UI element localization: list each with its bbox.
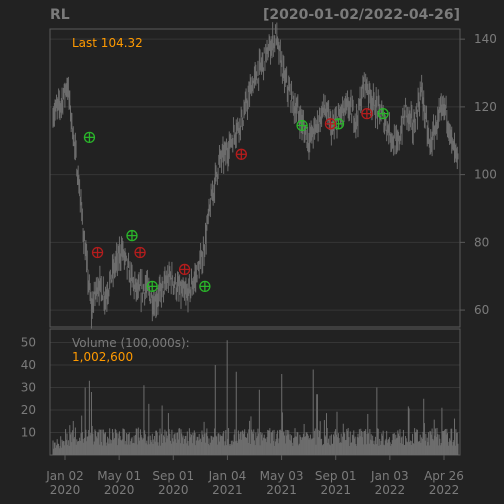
price-tick-label: 60 bbox=[474, 303, 489, 317]
x-tick-label: 2022 bbox=[375, 483, 406, 497]
price-tick-label: 80 bbox=[474, 235, 489, 249]
sell-signal-marker bbox=[91, 246, 104, 259]
price-candles bbox=[52, 22, 459, 329]
price-tick-label: 140 bbox=[474, 32, 497, 46]
buy-signal-marker bbox=[377, 108, 389, 120]
x-tick-label: Apr 26 bbox=[424, 469, 464, 483]
volume-label: Volume (100,000s): bbox=[72, 336, 190, 350]
price-panel-frame bbox=[49, 28, 461, 328]
x-tick-label: Jan 04 bbox=[208, 469, 247, 483]
x-tick-label: 2021 bbox=[212, 483, 243, 497]
x-tick-label: 2022 bbox=[429, 483, 460, 497]
buy-signal-marker bbox=[83, 131, 96, 144]
x-tick-label: 2020 bbox=[104, 483, 135, 497]
buy-signal-marker bbox=[199, 280, 211, 293]
price-tick-label: 100 bbox=[474, 168, 497, 182]
x-tick-label: 2021 bbox=[266, 483, 297, 497]
last-price-label: Last 104.32 bbox=[72, 36, 143, 50]
buy-signal-marker bbox=[146, 280, 158, 293]
volume-grid bbox=[50, 342, 460, 433]
sell-signal-marker bbox=[324, 118, 337, 130]
x-tick-label: May 03 bbox=[260, 469, 304, 483]
volume-tick-label: 40 bbox=[21, 358, 36, 372]
x-tick-label: Sep 01 bbox=[315, 469, 357, 483]
volume-tick-label: 50 bbox=[21, 336, 36, 350]
sell-signal-marker bbox=[361, 108, 373, 120]
sell-signal-marker bbox=[178, 263, 191, 276]
volume-tick-label: 10 bbox=[21, 426, 36, 440]
price-tick-label: 120 bbox=[474, 100, 497, 114]
x-tick-label: Sep 01 bbox=[152, 469, 194, 483]
sell-signal-marker bbox=[134, 246, 146, 259]
chart-symbol: RL bbox=[50, 7, 70, 23]
x-tick-label: Jan 03 bbox=[370, 469, 409, 483]
volume-axis: 10 20 30 40 50 bbox=[21, 336, 36, 440]
volume-last-value: 1,002,600 bbox=[72, 350, 133, 364]
x-tick-label: 2020 bbox=[50, 483, 81, 497]
chart-date-range: [2020-01-02/2022-04-26] bbox=[263, 7, 460, 23]
x-tick-label: May 01 bbox=[97, 469, 141, 483]
price-grid bbox=[50, 38, 460, 311]
sell-signal-marker bbox=[235, 148, 247, 160]
volume-tick-label: 20 bbox=[21, 403, 36, 417]
signal-markers bbox=[83, 108, 389, 293]
buy-signal-marker bbox=[296, 119, 308, 132]
volume-bars bbox=[52, 340, 459, 455]
x-tick-label: 2021 bbox=[320, 483, 351, 497]
volume-tick-label: 30 bbox=[21, 381, 36, 395]
buy-signal-marker bbox=[126, 229, 138, 242]
x-tick-label: Jan 02 bbox=[45, 469, 84, 483]
price-axis: 60 80 100 120 140 bbox=[460, 32, 497, 317]
x-tick-label: 2020 bbox=[158, 483, 189, 497]
